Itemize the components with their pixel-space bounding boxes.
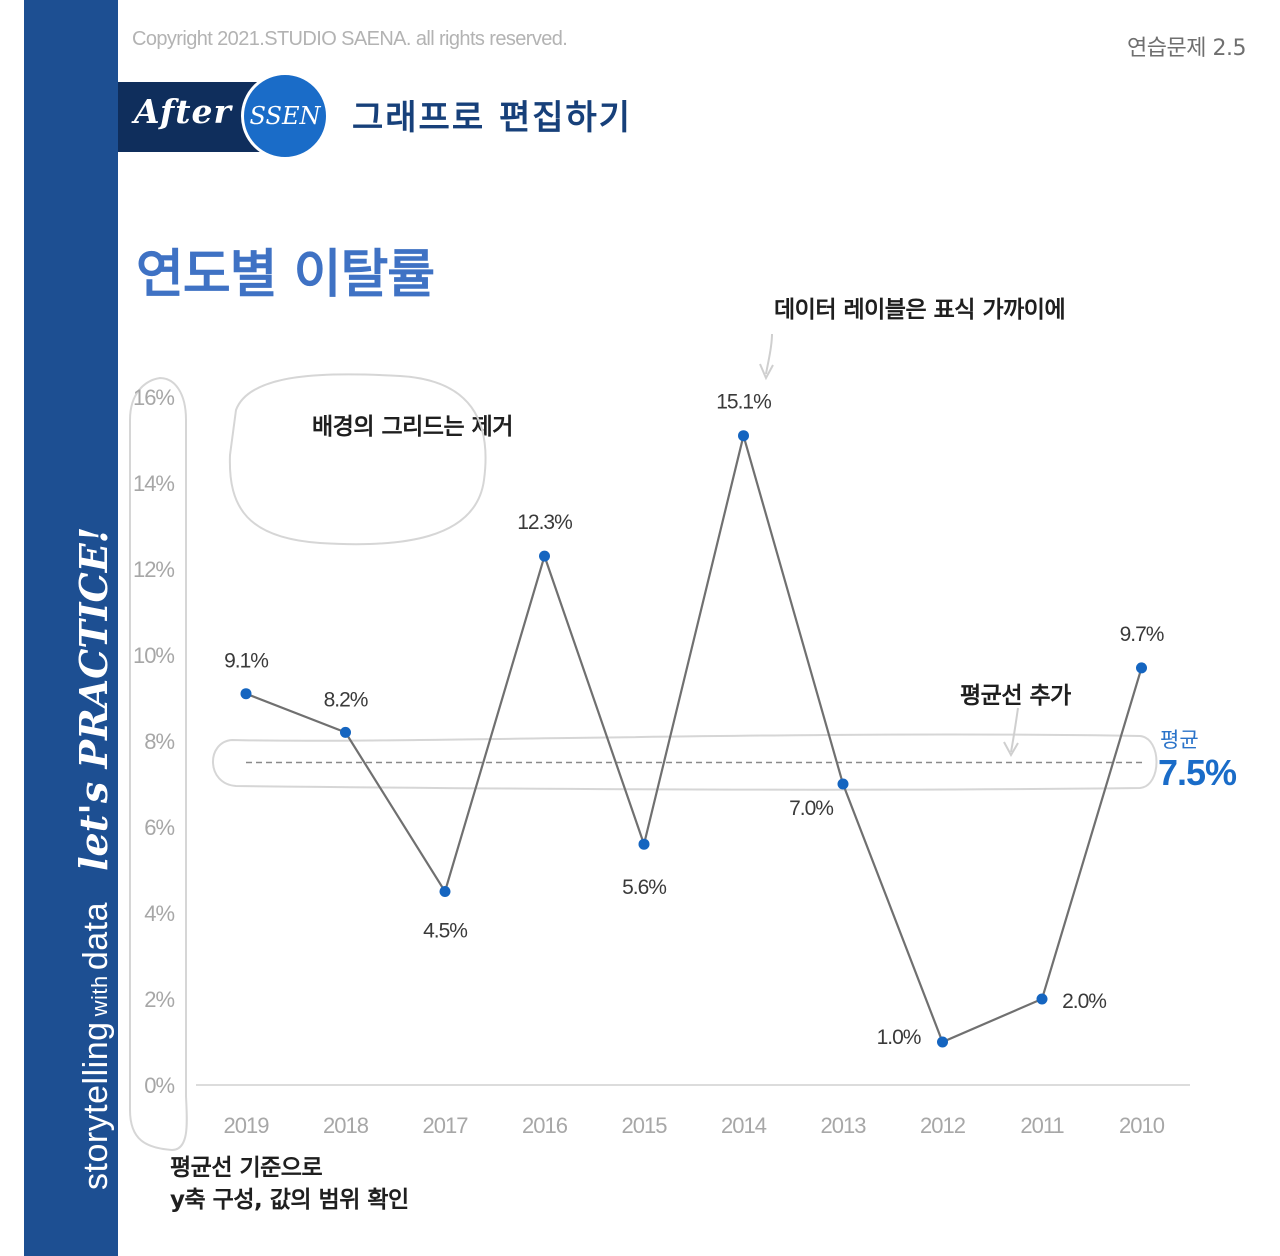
x-tick-label: 2011 [1020,1113,1064,1138]
y-tick-label: 6% [144,815,174,840]
arrow-average [1010,707,1019,753]
data-label: 9.7% [1120,623,1164,646]
section-title: 그래프로 편집하기 [352,98,633,138]
y-tick-label: 16% [133,385,174,410]
ssen-badge-label: SSEN [249,102,321,130]
x-tick-label: 2017 [423,1113,469,1138]
x-tick-label: 2010 [1119,1113,1165,1138]
data-label: 4.5% [423,920,467,943]
average-value: 7.5% [1158,752,1237,793]
note-data-labels: 데이터 레이블은 표식 가까이에 [774,297,1066,323]
y-tick-label: 4% [144,901,174,926]
x-tick-label: 2014 [721,1113,767,1138]
data-point [439,886,451,897]
note-average-added: 평균선 추가 [960,683,1071,709]
data-label: 7.0% [789,797,833,820]
series-line [245,431,1143,1044]
average-label: 평균 [1160,728,1199,752]
y-tick-label: 2% [144,987,174,1012]
data-label: 15.1% [716,391,771,414]
data-point [638,838,650,850]
data-point [340,726,351,738]
data-label: 1.0% [877,1026,921,1049]
after-label: After [134,92,232,131]
data-point [837,778,849,790]
data-point [1136,662,1147,674]
arrow-data-labels-head [759,363,774,381]
data-point [240,688,252,700]
x-tick-label: 2015 [622,1113,668,1138]
x-tick-label: 2019 [224,1113,270,1138]
y-tick-label: 8% [144,729,174,754]
y-tick-label: 12% [133,557,174,582]
chart-title: 연도별 이탈률 [136,245,435,305]
note-axis-line1: 평균선 기준으로 [170,1155,323,1181]
highlight-ellipse-grid [228,373,487,546]
highlight-bracket-axis [129,376,188,1152]
sidebar [24,0,118,1256]
ssen-badge [241,72,329,160]
data-point [738,430,749,442]
y-tick-label: 10% [133,643,174,668]
data-label: 2.0% [1062,990,1106,1013]
data-label: 9.1% [224,650,268,673]
data-point [539,550,550,562]
arrow-average-head [1003,741,1019,758]
data-label: 12.3% [517,511,572,534]
note-axis-line2: y축 구성, 값의 범위 확인 [170,1187,409,1213]
x-tick-label: 2012 [920,1113,966,1138]
data-label: 8.2% [324,688,368,711]
y-tick-label: 14% [133,471,174,496]
highlight-average-band [212,733,1158,791]
data-label: 5.6% [622,876,666,899]
exercise-number: 연습문제 2.5 [1127,36,1246,61]
data-point [937,1036,948,1048]
copyright-text: Copyright 2021.STUDIO SAENA. all rights … [132,28,568,50]
data-point [1036,993,1048,1005]
arrow-data-labels [765,333,773,375]
y-tick-label: 0% [144,1073,174,1098]
x-tick-label: 2018 [323,1113,369,1138]
x-tick-label: 2016 [522,1113,568,1138]
note-axis: 평균선 기준으로 y축 구성, 값의 범위 확인 [170,1152,409,1216]
x-tick-label: 2013 [821,1113,867,1138]
note-grid-removed: 배경의 그리드는 제거 [312,414,513,440]
